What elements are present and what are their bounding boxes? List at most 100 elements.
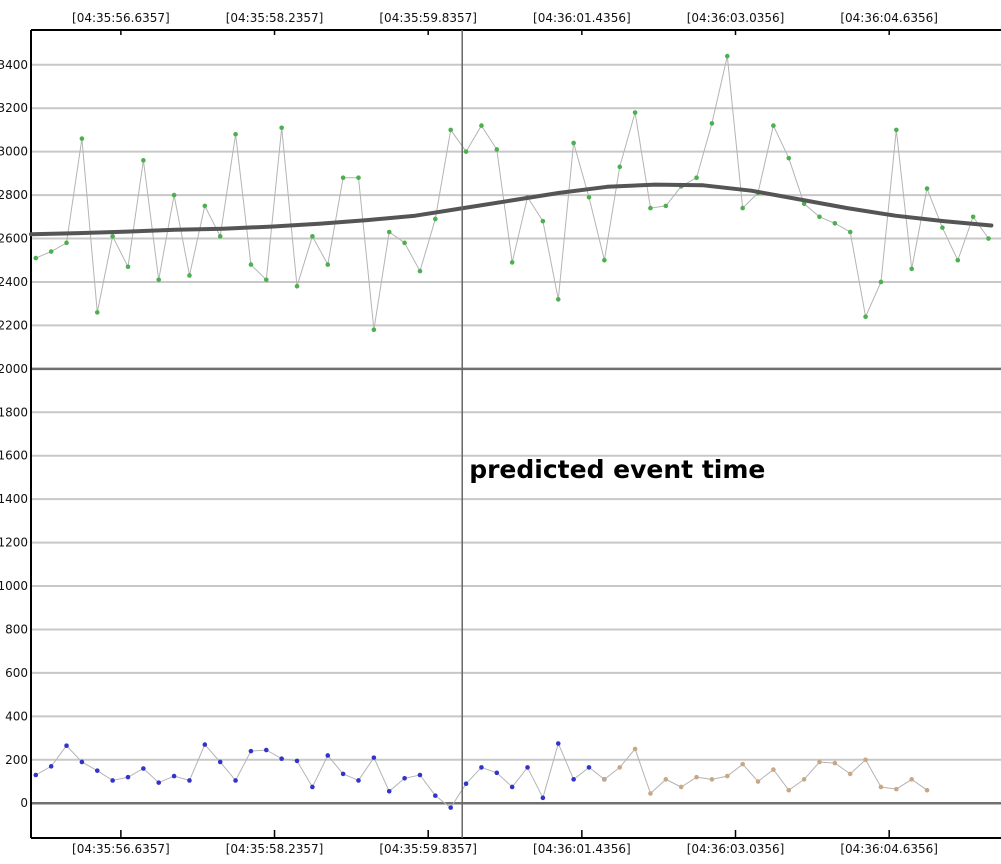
data-point <box>340 771 346 777</box>
y-tick-label: 1200 <box>0 536 28 550</box>
data-point <box>540 795 546 801</box>
tick-labels: 3400320030002800260024002200200018001600… <box>0 11 938 856</box>
data-point <box>571 140 576 146</box>
data-point <box>48 249 54 254</box>
y-tick-label: 1400 <box>0 492 28 506</box>
data-point <box>33 772 39 778</box>
data-point <box>632 746 638 752</box>
data-point <box>724 53 730 59</box>
data-point <box>801 777 807 782</box>
data-point <box>648 791 653 796</box>
data-point <box>386 229 392 235</box>
data-point <box>740 761 745 767</box>
y-tick-label: 2600 <box>0 232 28 246</box>
data-point <box>863 757 868 763</box>
data-point <box>187 273 192 278</box>
series-line-0 <box>35 55 989 330</box>
data-point <box>371 755 377 760</box>
data-point <box>847 229 853 235</box>
data-point <box>894 786 899 792</box>
data-point <box>740 205 745 211</box>
data-point <box>786 787 792 793</box>
data-point <box>924 787 930 793</box>
data-point <box>94 310 100 315</box>
data-point <box>79 136 85 141</box>
data-point <box>125 774 131 780</box>
data-point <box>817 214 822 220</box>
data-point <box>479 765 484 770</box>
smoothed-trend-line <box>29 182 994 237</box>
data-point <box>955 257 961 263</box>
data-point <box>217 759 223 765</box>
data-point <box>263 277 269 283</box>
x-tick-label-bottom: [04:36:01.4356] <box>533 842 631 856</box>
x-tick-label-top: [04:36:03.0356] <box>687 11 785 25</box>
data-point <box>479 123 484 128</box>
data-point <box>187 778 192 783</box>
data-point <box>878 279 884 285</box>
data-point <box>617 164 623 170</box>
predicted-event-label: predicted event time <box>469 455 765 484</box>
x-tick-label-top: [04:35:56.6357] <box>72 11 170 25</box>
data-point <box>417 268 423 274</box>
data-point <box>356 778 361 783</box>
data-point <box>694 175 699 180</box>
data-point <box>771 123 776 128</box>
data-point <box>586 194 592 200</box>
data-point <box>602 257 607 263</box>
data-point <box>141 766 146 771</box>
data-point <box>417 772 423 778</box>
y-tick-label: 0 <box>20 796 28 810</box>
data-point <box>325 262 331 267</box>
data-point <box>79 759 85 765</box>
data-point <box>709 777 715 782</box>
data-point <box>771 767 776 772</box>
data-point <box>448 805 453 810</box>
data-point <box>694 774 699 780</box>
data-point <box>909 777 914 782</box>
data-point <box>494 770 500 776</box>
y-tick-label: 2200 <box>0 318 28 332</box>
data-point <box>555 297 561 302</box>
data-point <box>141 158 146 163</box>
data-point <box>663 203 669 209</box>
data-point <box>125 264 131 270</box>
data-point <box>48 764 54 769</box>
data-point <box>878 784 884 790</box>
gridlines <box>31 63 1001 805</box>
data-point <box>202 742 208 747</box>
data-point <box>64 240 69 246</box>
y-tick-label: 400 <box>5 709 28 723</box>
data-point <box>894 127 899 133</box>
data-point <box>801 201 807 207</box>
data-point <box>156 780 162 785</box>
data-point <box>279 125 284 131</box>
data-point <box>248 748 254 754</box>
y-tick-label: 2400 <box>0 275 28 289</box>
x-tick-label-top: [04:35:58.2357] <box>226 11 324 25</box>
data-point <box>648 205 653 211</box>
data-point <box>786 155 792 161</box>
data-point <box>325 753 331 758</box>
y-tick-label: 3400 <box>0 58 28 72</box>
x-tick-label-bottom: [04:35:58.2357] <box>226 842 324 856</box>
data-point <box>509 260 515 265</box>
data-point <box>294 284 300 289</box>
data-point <box>525 765 530 770</box>
x-tick-label-top: [04:36:04.6356] <box>840 11 938 25</box>
data-point <box>263 747 269 753</box>
data-point <box>602 777 607 782</box>
data-point <box>433 793 438 798</box>
data-point <box>217 234 223 239</box>
data-point <box>402 240 407 246</box>
data-point <box>632 110 638 115</box>
data-point <box>248 262 254 267</box>
y-tick-label: 200 <box>5 753 28 767</box>
data-point <box>294 758 300 764</box>
data-point <box>724 773 730 779</box>
y-tick-label: 1800 <box>0 405 28 419</box>
data-point <box>847 771 853 777</box>
data-point <box>156 277 162 283</box>
data-point <box>340 175 346 180</box>
